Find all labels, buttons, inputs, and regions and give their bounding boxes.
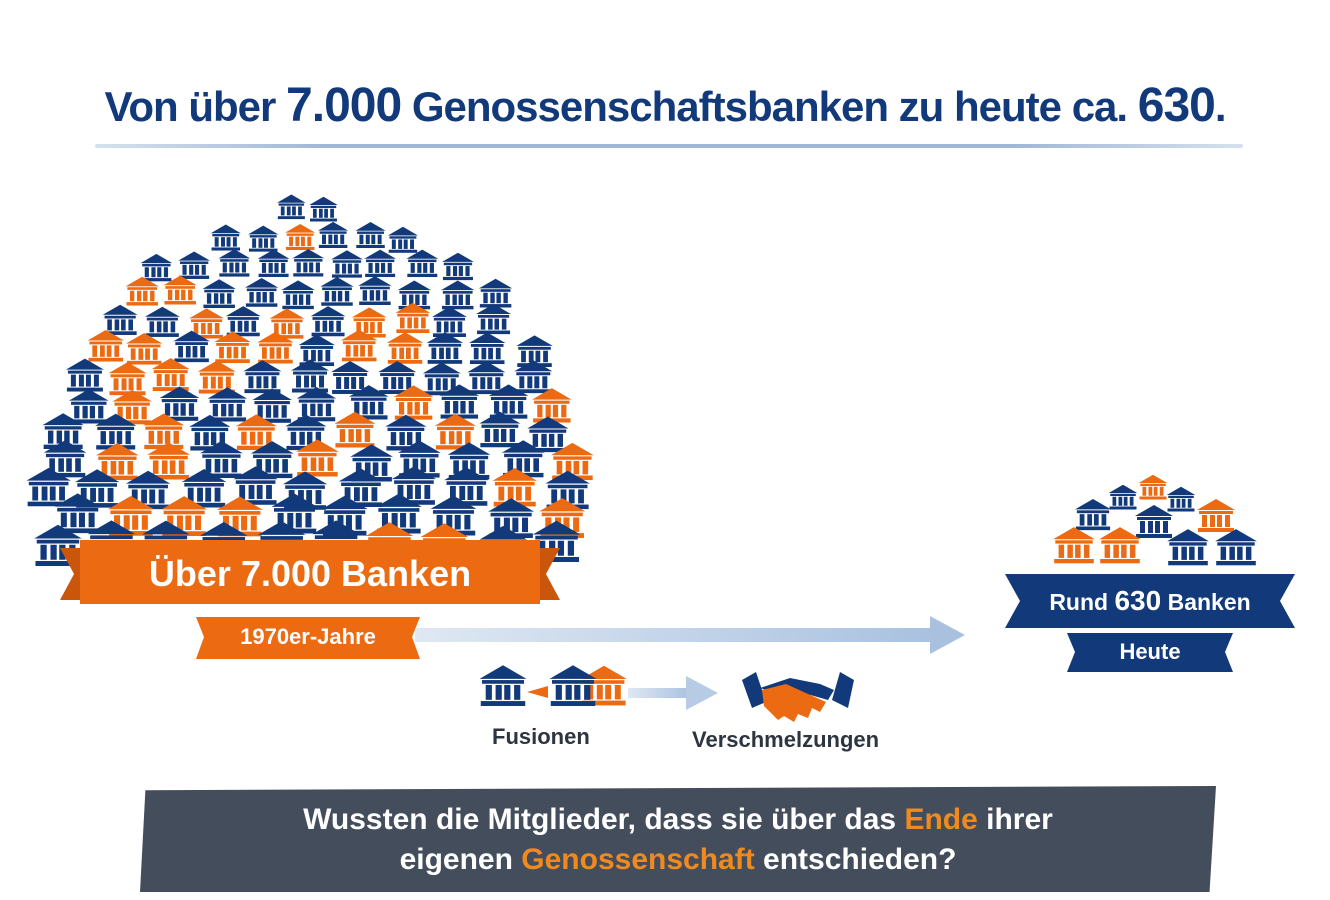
bank-building-icon [355,222,386,249]
question-box [140,786,1216,892]
handshake-icon [742,672,854,722]
ribbon-right-main [1005,574,1295,628]
bank-building-icon [298,334,336,367]
banner-over-7000-banks: Über 7.000 Banken [148,553,472,594]
banner-630-prefix: Rund [1049,589,1115,615]
bank-building-icon [406,249,439,278]
bank-building-icon [102,304,138,335]
question-line2-a: eigenen [399,843,522,876]
bank-pile-1970s [26,194,594,568]
bank-building-icon [277,194,306,220]
bank-building-icon [1053,527,1095,564]
bank-building-icon [532,388,572,423]
bank-building-icon [387,226,418,253]
question-line2-b: entschieden? [754,843,957,876]
bank-building-icon [178,251,210,279]
title-underline [95,144,1243,148]
ribbon-right-sub [1067,633,1233,672]
title-number-7000: 7.000 [286,79,402,132]
bank-building-icon [257,249,290,278]
bank-building-icon [1215,529,1257,566]
question-highlight-ende: Ende [904,803,978,836]
bank-building-icon [1167,529,1209,566]
bank-building-icon [225,306,261,337]
bank-building-icon [426,332,464,364]
bank-building-icon [442,252,474,281]
bank-building-icon [281,280,315,310]
bank-building-icon [218,249,251,277]
question-line1-a: Wussten die Mitglieder, dass sie über da… [303,803,905,836]
page-title: Von über 7.000 Genossenschaftsbanken zu … [0,78,1330,133]
bank-building-icon [1138,474,1168,500]
bank-building-icon [197,360,236,394]
bank-building-icon [140,253,173,282]
timeline-arrow [415,616,965,654]
bank-building-icon [310,306,346,337]
bank-building-icon [243,360,282,394]
bank-building-icon [245,278,279,307]
bank-building-icon [331,250,363,278]
question-highlight-genossenschaft: Genossenschaft [521,843,755,876]
bank-building-icon [441,280,475,310]
bank-building-icon [108,362,147,396]
banner-1970s: 1970er-Jahre [240,624,376,649]
bank-building-icon [476,303,511,335]
question-text: Wussten die Mitglieder, dass sie über da… [140,800,1216,880]
bank-building-icon [285,223,316,251]
banner-today: Heute [1119,639,1181,664]
merging-banks-icon [479,665,718,710]
bank-building-icon [1108,484,1138,510]
bank-building-icon [318,221,349,249]
title-part3: . [1214,83,1227,130]
bank-building-icon [202,279,236,309]
bank-building-icon [469,332,506,365]
bank-pile-today [1053,474,1257,566]
question-line1-b: ihrer [977,803,1053,836]
bank-building-icon [478,278,513,308]
bank-building-icon [432,306,467,338]
bank-building-icon [1166,486,1196,512]
caption-verschmelzungen: Verschmelzungen [692,727,880,752]
bank-building-icon [248,225,279,252]
bank-building-icon [320,276,354,306]
bank-building-icon [144,306,180,337]
bank-building-icon [309,196,338,222]
bank-building-icon [65,358,104,392]
title-part1: Von über [104,83,287,130]
title-number-630: 630 [1137,79,1216,132]
bank-building-icon [364,249,396,278]
banner-around-630-banks: Rund 630 Banken [1005,573,1295,630]
bank-building-icon [1074,498,1112,531]
title-part2: Genossenschaftsbanken zu heute ca. [401,83,1138,130]
bank-building-icon [1197,499,1235,532]
ribbon-left-main [60,540,560,604]
bank-building-icon [292,249,325,277]
bank-building-icon [386,332,424,364]
bank-building-icon [358,276,392,306]
bank-building-icon [210,224,241,251]
banner-630-number: 630 [1114,585,1162,616]
bank-building-icon [296,439,339,477]
bank-building-icon [467,361,506,395]
bank-building-icon [68,389,109,424]
caption-fusionen: Fusionen [492,724,590,749]
bank-building-icon [1135,505,1173,538]
bank-building-icon [125,333,163,365]
bank-building-icon [1099,527,1141,564]
ribbon-left-sub [196,617,420,659]
banner-630-suffix: Banken [1161,589,1251,615]
